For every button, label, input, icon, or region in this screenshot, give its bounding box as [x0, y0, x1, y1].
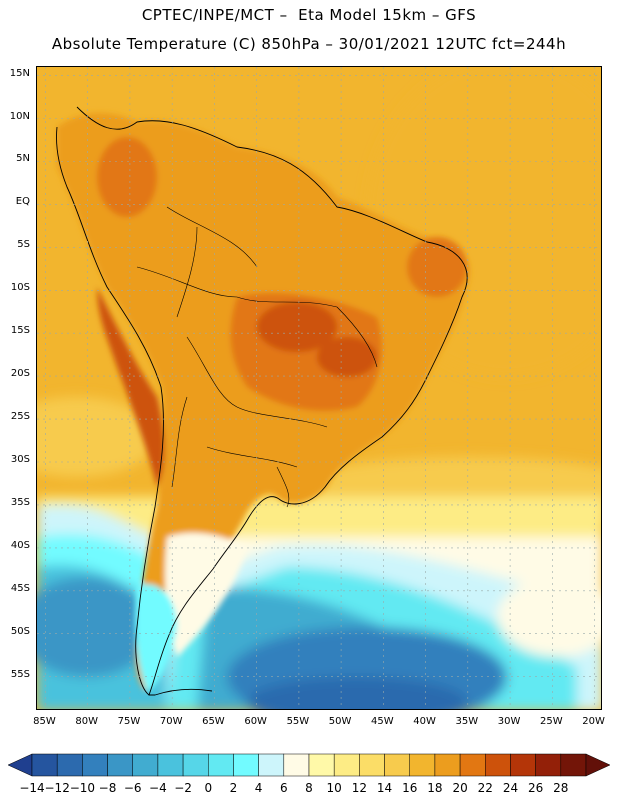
- lat-tick-label: 45S: [10, 582, 30, 594]
- gridlines: [37, 67, 601, 709]
- lon-tick-label: 85W: [33, 716, 56, 727]
- lat-tick-label: EQ: [15, 196, 30, 208]
- chart-subtitle: Absolute Temperature (C) 850hPa – 30/01/…: [51, 35, 567, 53]
- colorbar-label: 16: [402, 781, 418, 795]
- continent-land: [57, 112, 470, 692]
- colorbar-swatch: [359, 753, 385, 777]
- colorbar-label: −10: [69, 781, 96, 795]
- lat-tick-label: 40S: [10, 539, 30, 551]
- colorbar-label: 24: [502, 781, 519, 795]
- patagonia-cold: [135, 584, 177, 692]
- colorbar-label: 6: [279, 781, 288, 795]
- lat-tick-label: 20S: [10, 368, 30, 380]
- colorbar-label: −8: [98, 781, 117, 795]
- lat-tick-label: 15S: [10, 325, 30, 337]
- colorbar-swatch: [535, 753, 562, 777]
- colorbar-swatch: [208, 753, 234, 777]
- colorbar-label: 8: [305, 781, 313, 795]
- lat-tick-label: 5N: [16, 153, 30, 165]
- colorbar-swatch: [56, 753, 83, 777]
- lat-tick-label: 50S: [10, 625, 30, 637]
- colorbar-swatch: [333, 753, 360, 777]
- colorbar-label: −4: [149, 781, 167, 795]
- colorbar-label: 0: [204, 781, 213, 795]
- colorbar-label: 4: [254, 781, 263, 795]
- pale-spot-se: [497, 577, 601, 657]
- lon-tick-label: 25W: [540, 716, 563, 727]
- colorbar-label: −6: [123, 781, 142, 795]
- lat-tick-label: 10N: [9, 110, 30, 122]
- colorbar-swatch: [82, 753, 108, 777]
- colorbar-swatch: [409, 753, 436, 777]
- colorbar-swatch: [459, 753, 486, 777]
- colorbar-label: 12: [351, 781, 367, 795]
- colorbar-label: 2: [229, 781, 238, 795]
- lon-tick-label: 45W: [371, 716, 394, 727]
- mid-blue-core-west: [37, 577, 157, 677]
- lat-tick-label: 5S: [17, 239, 30, 251]
- colorbar-swatch: [157, 753, 184, 777]
- colorbar-label: 28: [553, 781, 569, 795]
- colorbar-label: 22: [477, 781, 493, 795]
- lat-tick-label: 55S: [10, 668, 30, 680]
- coastline: [56, 106, 468, 696]
- lon-tick-label: 70W: [159, 716, 183, 727]
- lon-tick-label: 30W: [497, 716, 521, 727]
- temperature-map: [37, 67, 601, 709]
- lon-tick-label: 20W: [582, 716, 605, 727]
- colorbar-swatch: [107, 753, 133, 777]
- lon-tick-label: 40W: [413, 716, 436, 727]
- colorbar-swatch: [510, 753, 536, 777]
- southern-land-cool: [165, 532, 247, 657]
- northeast-warm: [407, 237, 467, 297]
- lat-tick-label: 10S: [10, 282, 30, 294]
- colorbar-swatch: [384, 753, 410, 777]
- lon-tick-label: 80W: [75, 716, 98, 727]
- lon-tick-label: 75W: [117, 716, 141, 727]
- colorbar-swatch: [182, 753, 209, 777]
- colorbar-swatch: [560, 753, 587, 777]
- colorbar-swatch: [283, 753, 310, 777]
- chart-title: CPTEC/INPE/MCT – Eta Model 15km – GFS: [141, 6, 477, 24]
- colorbar-label: 18: [427, 781, 443, 795]
- north-hot-spot: [97, 137, 157, 217]
- lat-tick-label: 35S: [10, 496, 30, 508]
- hot-core-1: [257, 302, 337, 352]
- colorbar-swatch: [258, 753, 285, 777]
- colorbar: [7, 753, 611, 777]
- colorbar-swatch: [233, 753, 259, 777]
- lat-tick-label: 30S: [10, 453, 30, 465]
- pacific-cool-band: [37, 397, 157, 477]
- lat-tick-label: 25S: [10, 411, 30, 423]
- map-panel: [36, 66, 602, 710]
- lat-tick-label: 15N: [9, 67, 30, 79]
- andes-hot-strip: [97, 287, 165, 487]
- lon-tick-label: 55W: [286, 716, 310, 727]
- country-borders: [136, 206, 378, 508]
- colorbar-swatch: [485, 753, 511, 777]
- hot-core-2: [317, 337, 377, 377]
- lon-tick-label: 65W: [202, 716, 225, 727]
- colorbar-label: 14: [376, 781, 393, 795]
- colorbar-label: −2: [174, 781, 192, 795]
- colorbar-label: 10: [326, 781, 342, 795]
- colorbar-swatch: [434, 753, 461, 777]
- colorbar-swatch: [308, 753, 335, 777]
- colorbar-label: 20: [452, 781, 468, 795]
- colorbar-swatch: [31, 753, 58, 777]
- colorbar-swatch: [132, 753, 159, 777]
- colorbar-high-arrow: [585, 753, 611, 777]
- colorbar-label: −14: [19, 781, 45, 795]
- lon-tick-label: 35W: [455, 716, 479, 727]
- deep-blue-core: [247, 677, 467, 709]
- lon-tick-label: 50W: [328, 716, 352, 727]
- colorbar-low-arrow: [7, 753, 33, 777]
- colorbar-label: −12: [44, 781, 70, 795]
- colorbar-label: 26: [527, 781, 544, 795]
- lon-tick-label: 60W: [244, 716, 267, 727]
